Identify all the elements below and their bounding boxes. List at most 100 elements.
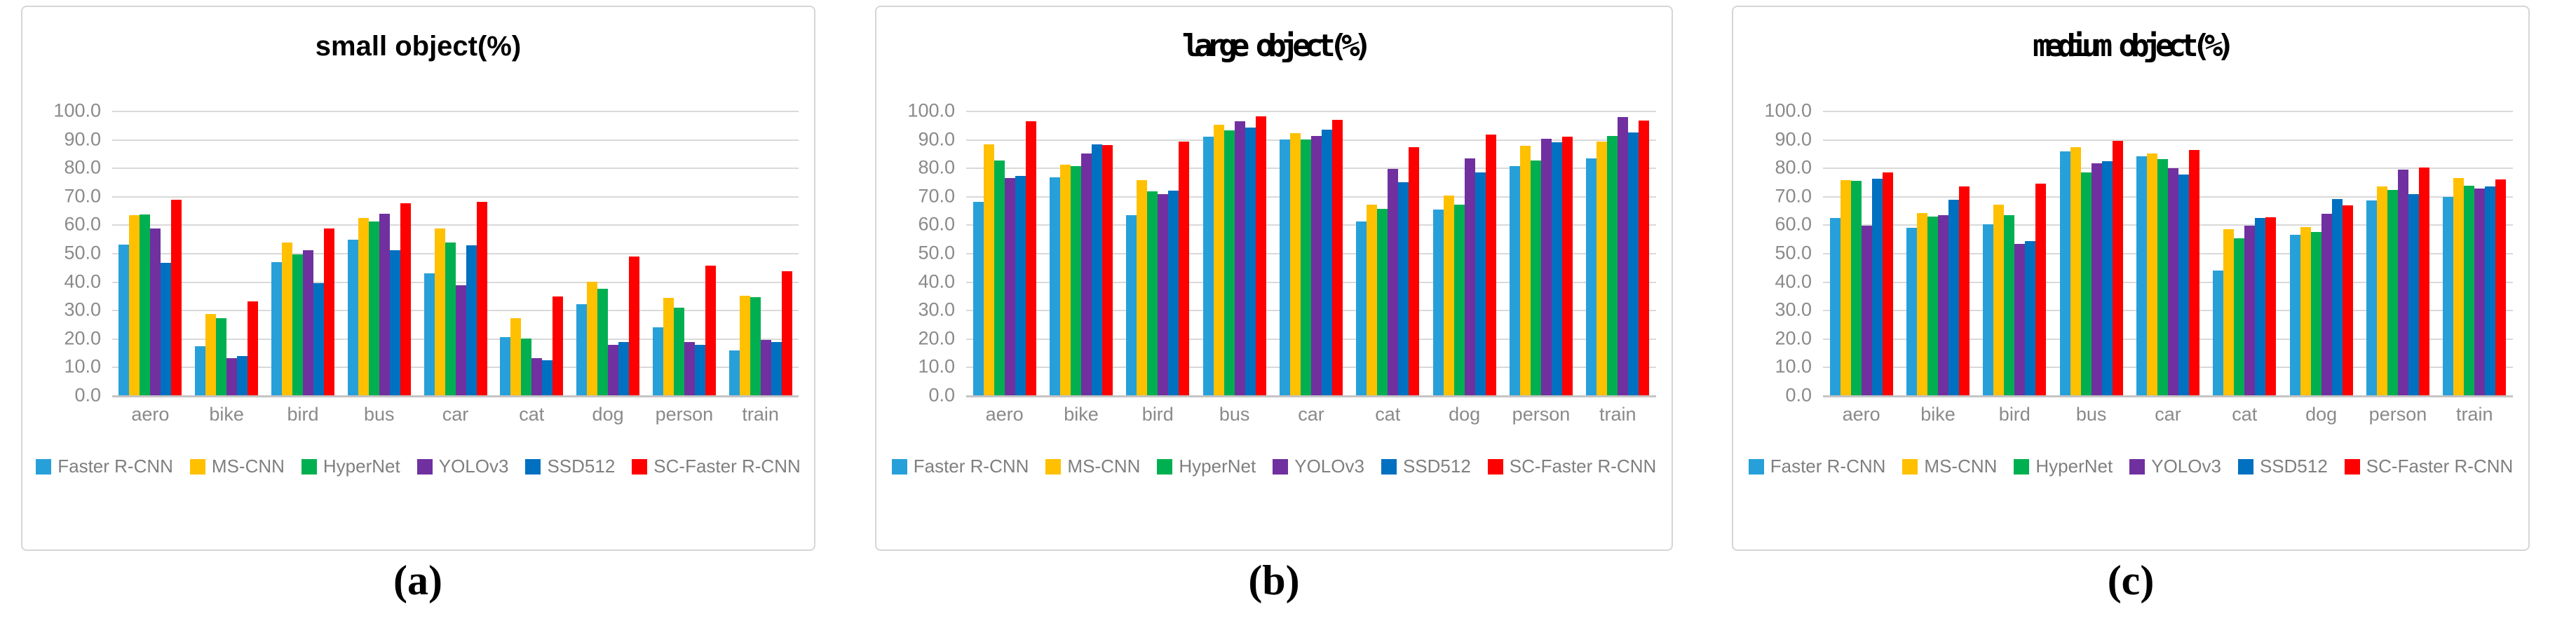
legend-label: SSD512 (2259, 456, 2328, 477)
bar-bike-Faster R-CNN (195, 346, 206, 395)
bar-aero-SC-Faster R-CNN (1025, 121, 1036, 395)
bar-train-YOLOv3 (2474, 188, 2486, 395)
bar-groups (1823, 111, 2513, 395)
legend-color-swatch-icon (1748, 458, 1764, 475)
bar-person-YOLOv3 (1540, 138, 1552, 395)
y-tick-label: 20.0 (918, 327, 955, 349)
bar-person-SC-Faster R-CNN (705, 266, 716, 395)
bar-train-YOLOv3 (1618, 116, 1629, 395)
bar-train-SSD512 (771, 341, 782, 395)
bar-car-SSD512 (1321, 130, 1332, 395)
legend-item-MS-CNN: MS-CNN (1902, 456, 1997, 477)
y-tick-label: 100.0 (1764, 100, 1812, 121)
bar-aero-Faster R-CNN (972, 202, 984, 395)
bar-bird-HyperNet (1147, 191, 1158, 395)
bar-aero-YOLOv3 (150, 228, 161, 395)
bar-bird-Faster R-CNN (271, 262, 282, 395)
bar-cat-HyperNet (521, 339, 532, 395)
bar-cat-SSD512 (542, 360, 553, 395)
chart-panel-medium-object: medium object(%) 100.0 90.0 80.0 70.0 60.0 50… (1732, 6, 2530, 551)
bar-bird-Faster R-CNN (1983, 224, 1994, 395)
bar-group-dog (1426, 111, 1503, 395)
bar-bird-SSD512 (313, 283, 324, 395)
bar-person-Faster R-CNN (652, 327, 663, 395)
bar-bus-SC-Faster R-CNN (400, 203, 411, 395)
bar-cat-SC-Faster R-CNN (2265, 217, 2277, 395)
bar-cat-MS-CNN (1367, 204, 1378, 395)
bar-car-MS-CNN (1289, 133, 1301, 395)
legend-color-swatch-icon (1902, 458, 1918, 475)
bar-cat-HyperNet (1377, 208, 1388, 395)
legend-label: HyperNet (1179, 456, 1256, 477)
bar-bird-MS-CNN (1993, 204, 2005, 395)
legend-label: MS-CNN (1067, 456, 1141, 477)
legend-color-swatch-icon (632, 458, 648, 475)
bar-train-SSD512 (1628, 132, 1639, 395)
bar-bike-SC-Faster R-CNN (248, 301, 259, 395)
bar-dog-SSD512 (2331, 198, 2343, 395)
y-tick-label: 40.0 (64, 271, 101, 292)
x-axis-label-aero: aero (1842, 404, 1880, 425)
x-axis-label-person: person (655, 404, 714, 425)
y-tick-label: 50.0 (1775, 242, 1812, 264)
y-tick-label: 0.0 (1785, 384, 1812, 406)
bar-group-aero (966, 111, 1043, 395)
bar-person-SC-Faster R-CNN (2418, 167, 2429, 395)
bar-aero-HyperNet (994, 161, 1005, 395)
bar-dog-MS-CNN (1443, 196, 1454, 395)
x-axis-label-dog: dog (1449, 404, 1481, 425)
bar-group-bus (341, 111, 417, 395)
bar-dog-MS-CNN (2300, 226, 2311, 395)
legend-label: MS-CNN (1924, 456, 1998, 477)
bar-car-SC-Faster R-CNN (476, 201, 487, 395)
bar-bike-MS-CNN (1916, 212, 1927, 395)
gridline (112, 168, 799, 170)
bar-dog-Faster R-CNN (2289, 235, 2300, 395)
bar-bird-SC-Faster R-CNN (2035, 184, 2047, 395)
bar-group-bird (1977, 111, 2053, 395)
gridline (112, 111, 799, 112)
legend-label: SC-Faster R-CNN (653, 456, 801, 477)
bar-bike-SSD512 (237, 355, 248, 395)
bar-train-MS-CNN (1597, 141, 1608, 395)
y-tick-label: 30.0 (1775, 299, 1812, 320)
bar-bike-SSD512 (1091, 144, 1102, 395)
legend-item-HyperNet: HyperNet (2014, 456, 2113, 477)
bar-bike-Faster R-CNN (1049, 177, 1060, 395)
x-axis-label-cat: cat (2232, 404, 2258, 425)
bar-car-SSD512 (2178, 174, 2189, 395)
legend-item-HyperNet: HyperNet (1157, 456, 1256, 477)
bar-train-SC-Faster R-CNN (1639, 120, 1650, 395)
bar-bike-YOLOv3 (1937, 215, 1948, 395)
bar-groups (966, 111, 1656, 395)
gridline (966, 111, 1656, 112)
bar-group-car (2129, 111, 2206, 395)
y-tick-label: 70.0 (1775, 185, 1812, 207)
legend-item-SC-Faster R-CNN: SC-Faster R-CNN (632, 456, 801, 477)
x-axis-label-dog: dog (592, 404, 624, 425)
bar-train-YOLOv3 (760, 340, 771, 395)
bar-aero-SC-Faster R-CNN (171, 199, 182, 395)
bar-dog-HyperNet (1453, 205, 1465, 395)
bar-group-bird (1120, 111, 1196, 395)
legend-label: SSD512 (547, 456, 616, 477)
x-axis-label-bus: bus (363, 404, 395, 425)
bar-train-SSD512 (2485, 186, 2496, 395)
bar-group-aero (1823, 111, 1899, 395)
bar-train-MS-CNN (739, 295, 750, 395)
y-tick-label: 10.0 (1775, 355, 1812, 377)
bar-aero-SC-Faster R-CNN (1882, 172, 1893, 395)
gridline (112, 139, 799, 141)
bar-group-dog (2283, 111, 2359, 395)
bar-bird-HyperNet (2004, 215, 2015, 395)
legend-label: HyperNet (2035, 456, 2113, 477)
legend-item-YOLOv3: YOLOv3 (416, 456, 508, 477)
bar-person-SSD512 (694, 345, 705, 395)
bar-cat-YOLOv3 (2244, 226, 2256, 395)
bar-bus-MS-CNN (1213, 124, 1224, 395)
x-axis-label-train: train (2456, 404, 2493, 425)
bar-car-Faster R-CNN (423, 273, 435, 395)
y-tick-label: 80.0 (918, 156, 955, 178)
y-tick-label: 50.0 (918, 242, 955, 264)
